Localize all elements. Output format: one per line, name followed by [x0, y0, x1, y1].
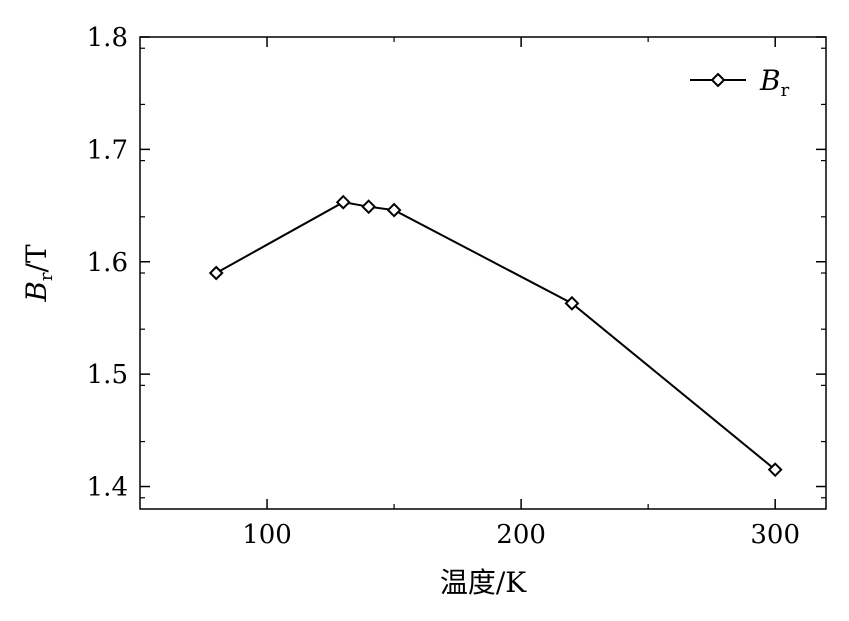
- y-tick-label: 1.7: [87, 135, 128, 165]
- plot-frame: [139, 36, 827, 510]
- data-point: [564, 295, 580, 311]
- legend-label: Br: [759, 64, 790, 101]
- data-point: [208, 265, 224, 281]
- x-tick-label: 100: [242, 520, 292, 550]
- data-point: [767, 462, 783, 478]
- x-tick-label: 200: [496, 520, 546, 550]
- legend-marker: [710, 72, 726, 88]
- y-tick-label: 1.5: [87, 360, 128, 390]
- x-tick-label: 300: [750, 520, 800, 550]
- data-point: [386, 202, 402, 218]
- tick-labels: 1.4 1.5 1.6 1.7 1.8 100 200 300: [87, 23, 800, 550]
- x-axis-label: 温度/K: [440, 566, 527, 599]
- y-tick-label: 1.8: [87, 23, 128, 53]
- series-layer: [208, 194, 783, 478]
- axis-ticks: [140, 36, 826, 509]
- data-point: [335, 194, 351, 210]
- y-tick-label: 1.4: [87, 473, 128, 503]
- data-point: [361, 199, 377, 215]
- series-line: [215, 201, 776, 471]
- y-tick-label: 1.6: [87, 248, 128, 278]
- legend: Br: [690, 64, 790, 101]
- y-axis-label: Br/T: [20, 244, 57, 303]
